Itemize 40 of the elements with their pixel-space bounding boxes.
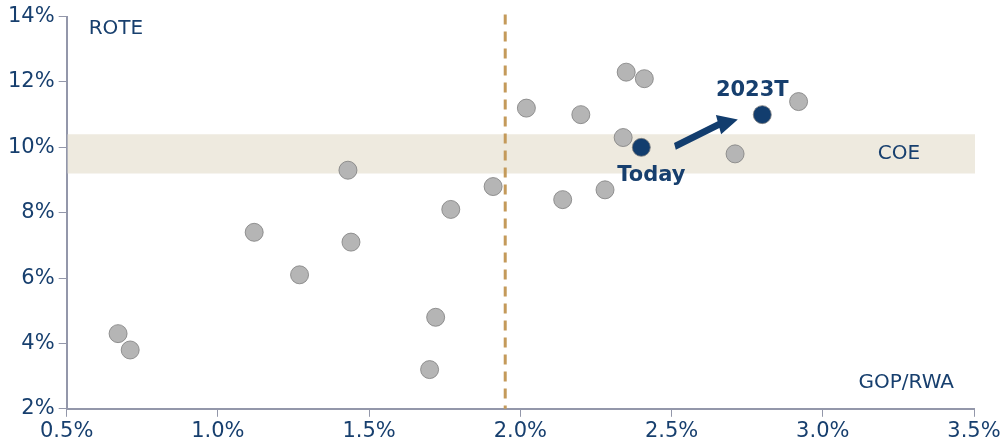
point — [613, 128, 633, 147]
point — [420, 360, 440, 379]
point — [571, 105, 591, 125]
point — [120, 340, 140, 360]
point — [752, 105, 772, 125]
x-tick-label: 1.5% — [342, 417, 396, 442]
x-tick-label: 3.5% — [947, 417, 1001, 442]
point — [631, 137, 651, 157]
y-tick-label: 6% — [21, 264, 55, 289]
annotation: Today — [617, 162, 686, 187]
x-tick-label: 3.0% — [796, 417, 850, 442]
y-tick-label: 10% — [7, 133, 55, 158]
point — [441, 200, 461, 219]
point — [483, 177, 503, 196]
band-label: COE — [877, 140, 921, 165]
point — [244, 222, 264, 242]
y-axis-title: ROTE — [88, 14, 144, 39]
point — [516, 98, 536, 118]
x-tick-label: 1.0% — [191, 417, 245, 442]
point — [290, 265, 309, 285]
y-tick-label: 12% — [7, 68, 55, 93]
x-tick-label: 2.0% — [493, 417, 548, 442]
y-tick-label: 8% — [21, 199, 55, 224]
point — [108, 324, 128, 344]
y-tick-label: 4% — [21, 329, 55, 354]
point — [426, 307, 446, 327]
point — [616, 62, 636, 82]
point — [553, 190, 573, 210]
x-tick-label: 0.5% — [40, 417, 94, 442]
annotation: 2023T — [715, 76, 790, 101]
point — [789, 92, 808, 111]
y-tick-label: 14% — [7, 3, 55, 28]
point — [341, 232, 361, 252]
point — [595, 180, 615, 200]
x-tick-label: 2.5% — [644, 417, 699, 442]
point — [338, 160, 358, 180]
point — [725, 144, 745, 164]
y-tick-label: 2% — [21, 395, 55, 420]
x-axis-title: GOP/RWA — [858, 369, 955, 393]
point — [634, 69, 654, 89]
